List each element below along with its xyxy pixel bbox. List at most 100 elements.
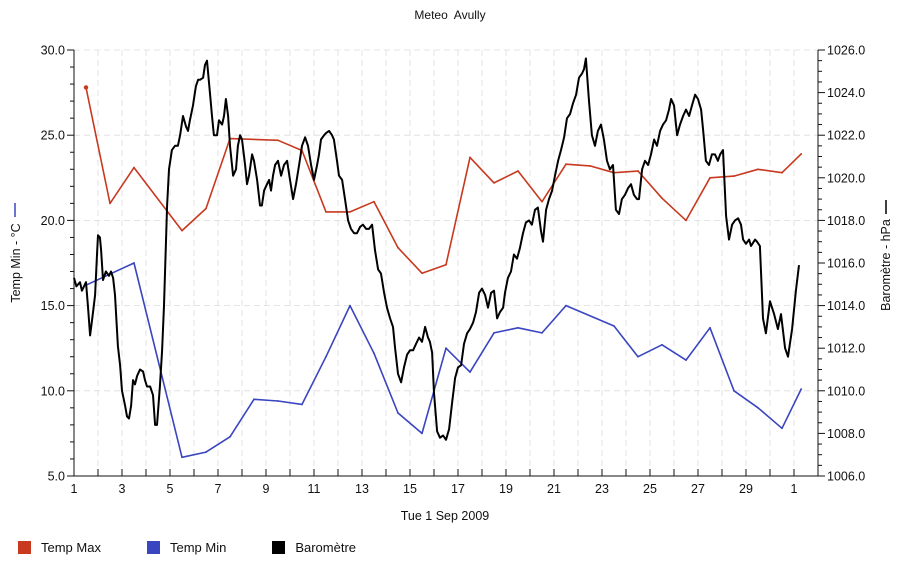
data-point [109,202,111,205]
y-left-tick-label: 25.0 [41,129,65,143]
data-point [469,156,471,159]
data-point [541,331,543,334]
data-point [493,331,495,334]
legend-item-barometre[interactable]: Baromètre [272,540,356,555]
data-point [757,406,759,409]
x-tick-label: 13 [355,482,369,496]
y-left-tick-label: 10.0 [41,384,65,398]
data-point [301,403,303,406]
data-point [397,246,399,249]
data-point [661,343,663,346]
y-right-tick-label: 1018.0 [827,214,865,228]
data-point [181,456,183,459]
x-tick-label: 27 [691,482,705,496]
data-point [589,164,591,167]
data-point [349,210,351,213]
x-tick-label: 5 [167,482,174,496]
series-barom-tre [73,57,800,441]
temp-max-start-marker [83,85,89,90]
x-tick-label: 1 [71,482,78,496]
y-left-tick-label: 5.0 [48,470,65,484]
legend-item-temp-min[interactable]: Temp Min [146,540,227,555]
axes: 5.0 10.0 15.0 20.0 25.0 30.0 1006.0 1008.0 1010.… [41,44,866,497]
x-tick-label: 17 [451,482,465,496]
data-point [800,388,803,390]
x-tick-label: 29 [739,482,753,496]
data-point [181,229,183,232]
legend-swatch-barometre [272,541,286,554]
data-point [781,171,783,174]
y-right-tick-label: 1026.0 [827,44,865,58]
series-line [85,262,802,459]
data-point [277,400,279,402]
data-point [685,359,687,362]
x-tick-label: 1 [791,482,798,496]
y-right-tick-label: 1022.0 [827,129,865,143]
y-left-tick-label: 20.0 [41,214,65,228]
data-point [205,207,207,210]
data-point [757,168,759,171]
y-right-tick-label: 1016.0 [827,257,865,271]
y-axis-left-label: Temp Min - °C [9,223,23,302]
x-tick-label: 15 [403,482,417,496]
data-point [253,398,255,401]
legend-label-temp-max: Temp Max [41,540,101,555]
data-point [800,153,803,155]
data-point [781,427,783,430]
series-line [85,87,802,274]
y-right-tick-label: 1024.0 [827,86,865,100]
data-point [565,163,567,166]
data-point [325,210,327,213]
data-point [733,389,735,392]
data-point [517,170,519,172]
y-right-tick-label: 1010.0 [827,384,865,398]
data-point [637,355,639,358]
y-right-tick-label: 1014.0 [827,299,865,313]
x-tick-label: 11 [308,482,321,496]
x-tick-label: 9 [263,482,270,496]
data-point [493,182,495,184]
data-point [613,325,615,327]
y-right-tick-label: 1012.0 [827,342,865,356]
data-point [133,166,135,169]
x-tick-label: 25 [643,482,657,496]
legend-item-temp-max[interactable]: Temp Max [18,540,101,555]
data-point [349,304,351,307]
y-right-tick-label: 1006.0 [827,470,865,484]
x-tick-label: 7 [215,482,222,496]
data-point [229,435,231,438]
legend-label-temp-min: Temp Min [169,540,227,555]
x-axis-label: Tue 1 Sep 2009 [401,509,490,523]
data-point [661,197,663,200]
x-tick-label: 19 [499,482,513,496]
y-right-tick-label: 1020.0 [827,171,865,185]
data-point [421,272,423,275]
data-point [325,355,327,358]
legend-label-barometre: Baromètre [295,540,357,555]
legend: Temp Max Temp Min Baromètre [18,540,402,555]
data-point [445,263,447,266]
data-point [397,412,399,414]
legend-swatch-temp-min [146,541,160,554]
y-right-tick-label: 1008.0 [827,427,865,441]
series-temp-max [85,86,803,275]
series-line [73,57,800,441]
data-point [541,200,543,203]
chart-title: Meteo Avully [414,8,485,22]
x-tick-label: 23 [595,482,609,496]
data-point [733,175,735,177]
data-point [277,139,279,142]
data-point [373,352,375,355]
series-temp-min [85,262,803,459]
y-axis-right-label: Baromètre - hPa [879,219,893,311]
data-point [373,200,375,203]
data-point [565,304,567,307]
data-point [421,432,423,435]
data-point [445,347,447,350]
data-point [517,326,519,329]
data-point [685,219,687,222]
data-point [133,262,135,264]
series-layer [73,57,803,459]
x-tick-label: 3 [119,482,126,496]
